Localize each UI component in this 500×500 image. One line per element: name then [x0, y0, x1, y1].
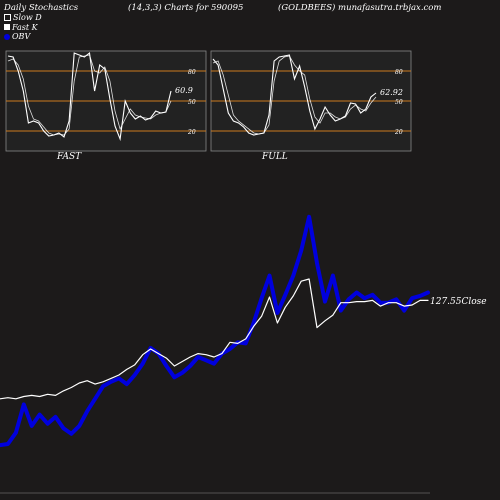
chart-title-center: (14,3,3) Charts for 590095 — [128, 3, 244, 13]
legend-label-fast: Fast K — [12, 22, 38, 32]
full-panel-caption: FULL — [262, 152, 288, 162]
full-value-label: 62.92 — [380, 88, 403, 97]
close-value-label: 127.55Close — [430, 297, 487, 307]
full-ytick-20: 20 — [394, 129, 403, 136]
legend: Slow D Fast K OBV — [4, 13, 42, 42]
close-price-line — [0, 278, 429, 400]
full-series-fast-k — [212, 54, 377, 136]
fast-value-label: 60.9 — [175, 86, 193, 95]
fast-ytick-20: 20 — [187, 129, 196, 136]
fast-series-slow-d — [7, 54, 172, 136]
fast-series-fast-k — [7, 51, 172, 142]
fast-ytick-80: 80 — [188, 69, 196, 76]
legend-label-obv: OBV — [12, 32, 31, 41]
full-series-slow-d — [212, 55, 377, 135]
legend-label-slow: Slow D — [13, 13, 42, 22]
legend-swatch-obv — [4, 33, 10, 40]
legend-item-fast: Fast K — [4, 23, 42, 33]
legend-item-obv: OBV — [4, 32, 42, 42]
full-ytick-50: 50 — [395, 99, 403, 106]
full-ytick-80: 80 — [395, 69, 403, 76]
chart-title-left: Daily Stochastics — [4, 3, 79, 13]
obv-line — [0, 214, 430, 448]
legend-swatch-fast — [4, 24, 10, 31]
fast-ytick-50: 50 — [188, 99, 196, 106]
fast-panel-caption: FAST — [57, 152, 82, 162]
legend-swatch-slow — [4, 14, 11, 22]
chart-title-right: (GOLDBEES) munafasutra.trbjax.com — [278, 3, 442, 13]
legend-item-slow: Slow D — [4, 13, 42, 23]
